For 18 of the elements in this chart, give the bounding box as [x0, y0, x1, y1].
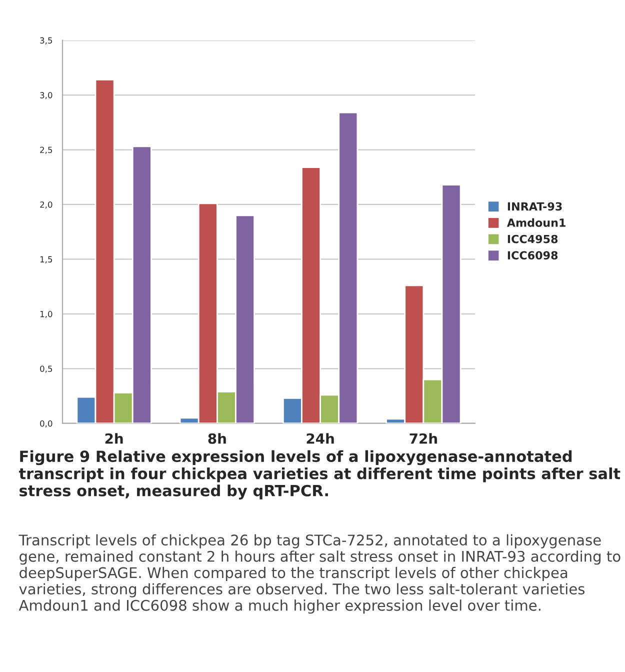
text: Transcript levels of chickpea 26 bp tag STCa-7252, annotated to a lipoxygenase gene, remained constant 2 h hours after salt stress onset in INRAT-93 according to deepSuperSAGE. When compared to the transcript levels of other chickpea varieties, strong differences are observed. The two less salt-tolerant varieties Amdoun1 and ICC6098 show a much higher expression level over time.	[18, 534, 620, 614]
y-tick-label: 1,5	[40, 256, 52, 264]
x-tick-label: 2h	[105, 433, 123, 444]
y-tick-label: 1,0	[40, 310, 52, 318]
x-tick-label: 8h	[208, 433, 226, 444]
x-tick-label: 72h	[410, 433, 437, 444]
y-tick-label: 3,0	[40, 92, 52, 100]
y-tick-label: 2,5	[40, 146, 52, 154]
legend-label: Amdoun1	[506, 218, 566, 227]
y-tick-label: 2,0	[40, 201, 52, 209]
legend-label: ICC4958	[508, 234, 558, 244]
y-tick-label: 0,5	[40, 366, 52, 373]
text: Figure 9 Relative expression levels of a lipoxygenase-annotated transcript in four chickpea varieties at different time points after salt stress onset, measured by qRT-PCR.	[18, 450, 620, 500]
y-tick-label: 0,0	[40, 420, 52, 428]
legend-label: INRAT-93	[508, 202, 562, 211]
y-tick-label: 3,5	[40, 37, 52, 44]
legend-label: ICC6098	[508, 251, 558, 260]
x-tick-label: 24h	[306, 433, 334, 444]
